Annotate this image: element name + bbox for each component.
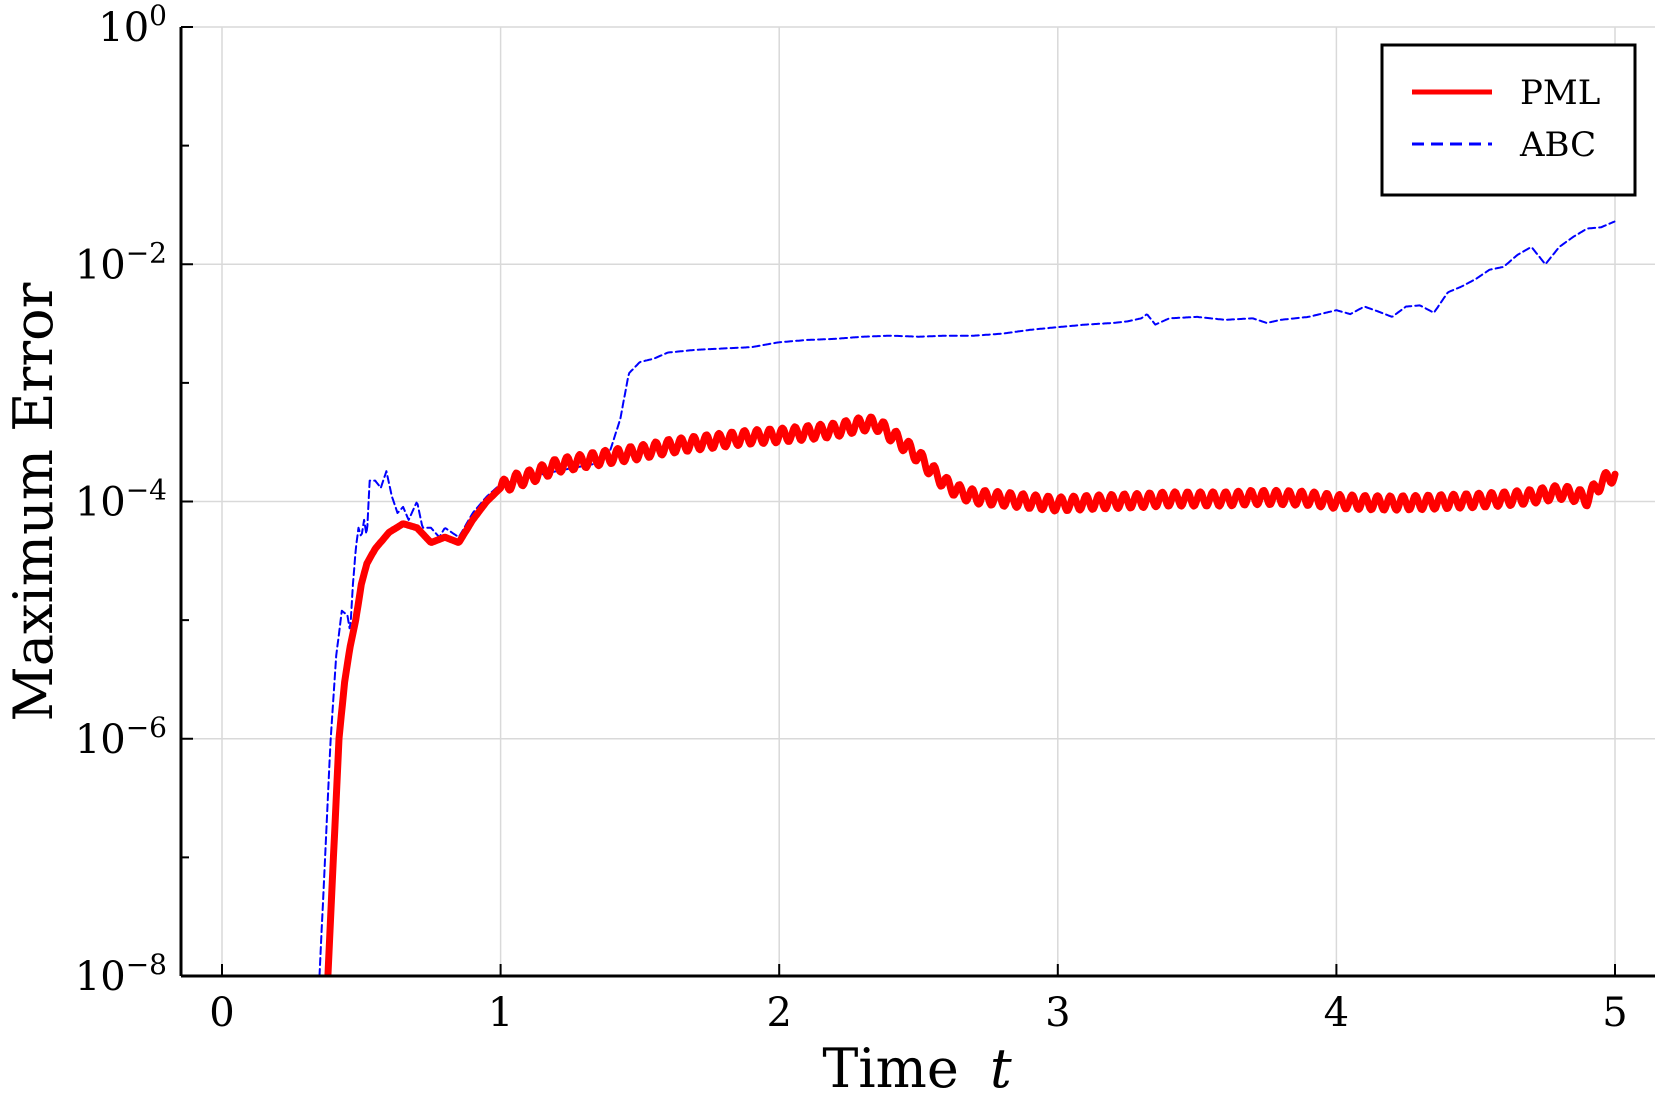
axes <box>179 26 1655 978</box>
y-axis-title: Maximum Error <box>2 282 65 721</box>
series-layer <box>318 220 1619 976</box>
y-tick-label: 10−4 <box>75 474 167 526</box>
legend-label-pml: PML <box>1520 73 1600 113</box>
legend-box <box>1380 43 1637 197</box>
x-axis-title-variable: t <box>990 1037 1012 1100</box>
x-axis-title-text: Time <box>822 1037 958 1100</box>
x-tick-label: 1 <box>488 990 513 1036</box>
legend-label-abc: ABC <box>1519 125 1596 165</box>
y-tick-label: 10−2 <box>75 236 167 288</box>
x-axis-title: Time t <box>822 1037 1012 1100</box>
grid <box>181 26 1655 977</box>
x-tick-label: 5 <box>1602 990 1627 1036</box>
y-tick-label: 10−8 <box>75 948 167 1000</box>
tick-labels: 0 1 2 3 4 5 10−8 10−6 10−4 10−2 100 <box>75 0 1628 1036</box>
x-tick-label: 3 <box>1045 990 1070 1036</box>
y-tick-label: 100 <box>98 0 167 51</box>
x-tick-label: 4 <box>1324 990 1349 1036</box>
y-tick-label: 10−6 <box>75 711 167 763</box>
series-line-pml <box>324 413 1619 976</box>
legend: PML ABC <box>1380 43 1637 197</box>
x-tick-label: 2 <box>766 990 791 1036</box>
x-tick-label: 0 <box>209 990 234 1036</box>
